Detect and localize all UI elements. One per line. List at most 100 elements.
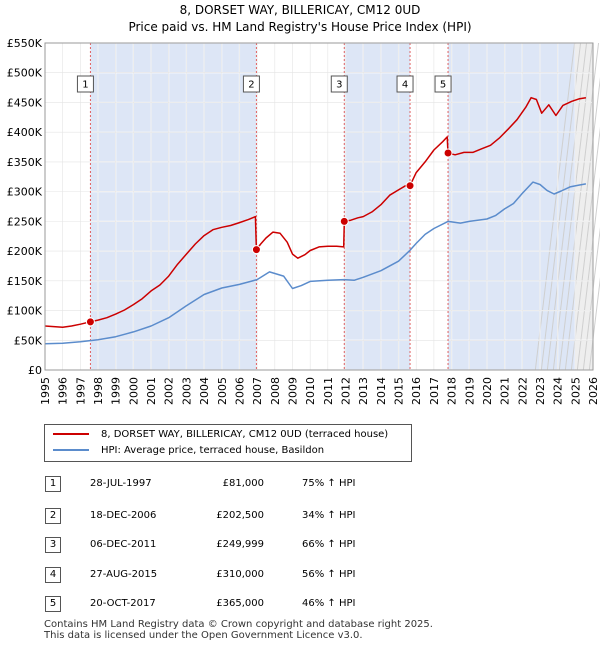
chart-title: 8, DORSET WAY, BILLERICAY, CM12 0UD xyxy=(179,3,421,17)
sale-marker-number: 4 xyxy=(402,80,408,91)
sale-marker-box xyxy=(434,75,452,93)
x-tick-label: 2004 xyxy=(198,377,211,405)
sale-date: 20-OCT-2017 xyxy=(90,598,156,609)
sale-point xyxy=(85,317,95,327)
sale-date: 06-DEC-2011 xyxy=(90,539,157,550)
sale-price: £365,000 xyxy=(216,598,264,609)
x-tick-label: 2014 xyxy=(375,377,388,405)
x-tick-label: 1997 xyxy=(74,377,87,405)
legend-swatch-hpi xyxy=(53,449,89,451)
sale-price: £249,999 xyxy=(216,539,264,550)
ownership-shade xyxy=(90,43,257,370)
legend: 8, DORSET WAY, BILLERICAY, CM12 0UD (ter… xyxy=(44,424,412,462)
x-tick-label: 1996 xyxy=(57,377,70,405)
x-tick-label: 2017 xyxy=(428,377,441,405)
sale-hpi-change: 46% ↑ HPI xyxy=(302,598,356,609)
forecast-region xyxy=(575,43,593,370)
sale-point xyxy=(405,181,415,191)
legend-item-property: 8, DORSET WAY, BILLERICAY, CM12 0UD (ter… xyxy=(53,427,388,443)
table-row: 1 28-JUL-1997 £81,000 75% ↑ HPI xyxy=(44,475,384,493)
table-row: 4 27-AUG-2015 £310,000 56% ↑ HPI xyxy=(44,566,384,584)
x-tick-label: 2025 xyxy=(569,377,582,405)
table-row: 3 06-DEC-2011 £249,999 66% ↑ HPI xyxy=(44,536,384,554)
forecast-hatch xyxy=(546,42,588,371)
x-tick-label: 1995 xyxy=(39,377,52,405)
chart-subtitle: Price paid vs. HM Land Registry's House … xyxy=(128,20,472,34)
x-tick-label: 1999 xyxy=(110,377,123,405)
forecast-hatch xyxy=(552,42,594,371)
footer-licence: This data is licensed under the Open Gov… xyxy=(44,630,363,641)
sale-point xyxy=(251,245,261,255)
y-tick-label: £300K xyxy=(7,186,43,199)
forecast-hatch xyxy=(534,42,576,371)
x-tick-label: 2008 xyxy=(269,377,282,405)
forecast-hatch xyxy=(588,276,600,371)
sale-marker-box xyxy=(330,75,348,93)
x-tick-label: 2007 xyxy=(251,377,264,405)
sale-point xyxy=(443,148,453,158)
forecast-hatch xyxy=(570,126,600,371)
x-tick-label: 2020 xyxy=(481,377,494,405)
legend-swatch-property xyxy=(53,433,89,435)
x-tick-label: 2015 xyxy=(393,377,406,405)
sale-number-badge: 5 xyxy=(45,596,61,612)
sale-price: £310,000 xyxy=(216,569,264,580)
y-tick-label: £450K xyxy=(7,96,43,109)
forecast-hatch xyxy=(564,76,600,371)
y-tick-label: £250K xyxy=(7,215,43,228)
x-tick-label: 2000 xyxy=(127,377,140,405)
legend-label-property: 8, DORSET WAY, BILLERICAY, CM12 0UD (ter… xyxy=(101,429,389,440)
x-tick-label: 2006 xyxy=(233,377,246,405)
footer-copyright: Contains HM Land Registry data © Crown c… xyxy=(44,619,433,630)
x-tick-label: 2009 xyxy=(286,377,299,405)
price-chart: 1 2 3 4 5 £0 £50K £100K £150K £200K £250K £300K £350… xyxy=(7,37,600,405)
x-tick-label: 2005 xyxy=(216,377,229,405)
sale-marker-number: 3 xyxy=(336,80,342,91)
x-tick-label: 2019 xyxy=(463,377,476,405)
x-tick-label: 2024 xyxy=(552,377,565,405)
sale-marker-box xyxy=(396,75,414,93)
plot-frame xyxy=(44,42,594,371)
x-tick-label: 2018 xyxy=(446,377,459,405)
x-tick-label: 2013 xyxy=(357,377,370,405)
sale-date: 18-DEC-2006 xyxy=(90,510,157,521)
footer: Contains HM Land Registry data © Crown c… xyxy=(44,619,433,641)
x-tick-label: 2003 xyxy=(180,377,193,405)
x-tick-label: 2021 xyxy=(499,377,512,405)
y-tick-label: £100K xyxy=(7,305,43,318)
property-price-line xyxy=(44,96,587,328)
y-tick-label: £0 xyxy=(28,364,42,377)
x-tick-label: 2012 xyxy=(340,377,353,405)
x-tick-label: 2023 xyxy=(534,377,547,405)
x-tick-label: 2011 xyxy=(322,377,335,405)
sale-number-badge: 3 xyxy=(45,537,61,553)
y-tick-label: £350K xyxy=(7,156,43,169)
x-tick-label: 2002 xyxy=(163,377,176,405)
sale-price: £81,000 xyxy=(222,478,264,489)
table-row: 2 18-DEC-2006 £202,500 34% ↑ HPI xyxy=(44,507,384,525)
chart-title-block: 8, DORSET WAY, BILLERICAY, CM12 0UD Pric… xyxy=(0,2,600,36)
sale-price: £202,500 xyxy=(216,510,264,521)
forecast-hatch xyxy=(576,176,600,371)
y-tick-label: £150K xyxy=(7,275,43,288)
x-tick-label: 2022 xyxy=(516,377,529,405)
hpi-line xyxy=(44,181,587,345)
sale-marker-box xyxy=(242,75,260,93)
y-tick-label: £500K xyxy=(7,67,43,80)
sale-point xyxy=(339,216,349,226)
sale-marker-number: 1 xyxy=(82,80,88,91)
legend-label-hpi: HPI: Average price, terraced house, Basi… xyxy=(101,445,325,456)
table-row: 5 20-OCT-2017 £365,000 46% ↑ HPI xyxy=(44,595,384,613)
legend-item-hpi: HPI: Average price, terraced house, Basi… xyxy=(53,443,324,459)
x-tick-label: 2010 xyxy=(304,377,317,405)
sale-number-badge: 1 xyxy=(45,476,61,492)
sale-marker-box xyxy=(76,75,94,93)
sale-number-badge: 2 xyxy=(45,508,61,524)
ownership-shade xyxy=(448,43,576,370)
sale-date: 28-JUL-1997 xyxy=(90,478,152,489)
sale-marker-number: 2 xyxy=(248,80,254,91)
x-tick-label: 2001 xyxy=(145,377,158,405)
y-tick-label: £400K xyxy=(7,126,43,139)
sale-date: 27-AUG-2015 xyxy=(90,569,158,580)
x-tick-label: 2026 xyxy=(587,377,600,405)
